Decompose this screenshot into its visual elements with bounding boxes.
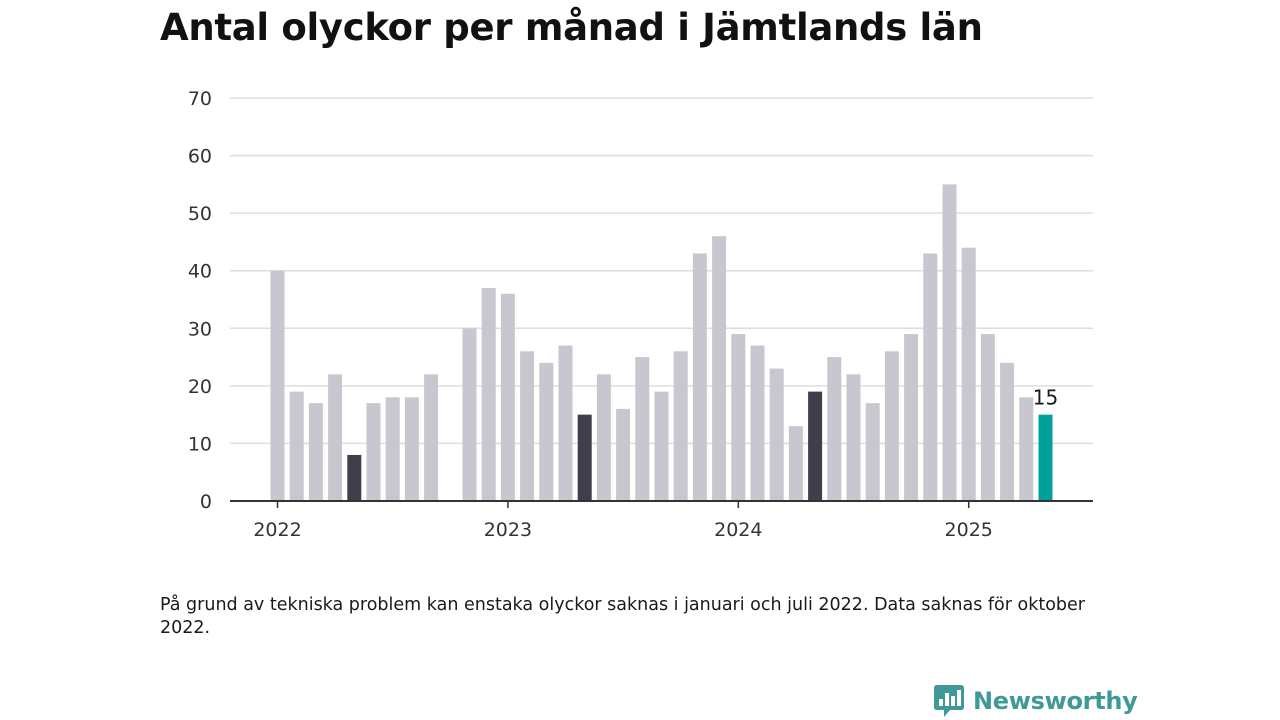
bar bbox=[404, 397, 419, 501]
y-tick-label: 40 bbox=[188, 261, 212, 283]
bar bbox=[1038, 414, 1053, 501]
bar bbox=[692, 253, 707, 501]
bar-chart: 0 10 20 30 40 50 60 70 2022 2023 2024 2025 15 bbox=[188, 88, 1093, 541]
bar bbox=[270, 270, 285, 501]
bar bbox=[366, 403, 381, 501]
bar bbox=[462, 328, 477, 501]
newsworthy-brand: Newsworthy bbox=[933, 684, 1138, 718]
bar bbox=[520, 351, 535, 501]
bar bbox=[980, 334, 995, 501]
bar bbox=[788, 426, 803, 501]
bar bbox=[577, 414, 592, 501]
bar bbox=[942, 184, 957, 501]
chart-title: Antal olyckor per månad i Jämtlands län bbox=[160, 6, 983, 49]
y-tick-label: 30 bbox=[188, 318, 212, 340]
y-tick-label: 0 bbox=[200, 491, 212, 513]
y-tick-label: 10 bbox=[188, 433, 212, 455]
bar bbox=[1019, 397, 1034, 501]
newsworthy-logo-icon bbox=[934, 685, 964, 717]
bar bbox=[961, 247, 976, 501]
bar bbox=[308, 403, 323, 501]
bar bbox=[539, 362, 554, 501]
bar bbox=[846, 374, 861, 501]
footnote: På grund av tekniska problem kan enstaka… bbox=[160, 595, 1085, 638]
bar bbox=[558, 345, 573, 501]
brand-name: Newsworthy bbox=[973, 687, 1138, 715]
bar bbox=[500, 293, 515, 501]
bar bbox=[596, 374, 611, 501]
bar bbox=[808, 391, 823, 501]
x-tick-label: 2022 bbox=[253, 519, 301, 541]
bar bbox=[731, 334, 746, 501]
bar bbox=[654, 391, 669, 501]
bar bbox=[673, 351, 688, 501]
bar bbox=[481, 287, 496, 501]
x-tick-label: 2025 bbox=[945, 519, 993, 541]
bar bbox=[616, 408, 631, 501]
x-tick-label: 2023 bbox=[484, 519, 532, 541]
bar bbox=[769, 368, 784, 501]
bar bbox=[904, 334, 919, 501]
data-label: 15 bbox=[1033, 386, 1058, 410]
bar bbox=[884, 351, 899, 501]
bar bbox=[827, 357, 842, 501]
bar bbox=[865, 403, 880, 501]
y-tick-label: 70 bbox=[188, 88, 212, 110]
bar bbox=[712, 236, 727, 501]
bar bbox=[635, 357, 650, 501]
bar bbox=[1000, 362, 1015, 501]
bar bbox=[923, 253, 938, 501]
bar bbox=[385, 397, 400, 501]
y-tick-label: 60 bbox=[188, 146, 212, 168]
y-tick-label: 20 bbox=[188, 376, 212, 398]
bar bbox=[289, 391, 304, 501]
bar bbox=[328, 374, 343, 501]
bar bbox=[750, 345, 765, 501]
x-tick-label: 2024 bbox=[714, 519, 762, 541]
y-tick-label: 50 bbox=[188, 203, 212, 225]
bar bbox=[424, 374, 439, 501]
bar bbox=[347, 454, 362, 501]
